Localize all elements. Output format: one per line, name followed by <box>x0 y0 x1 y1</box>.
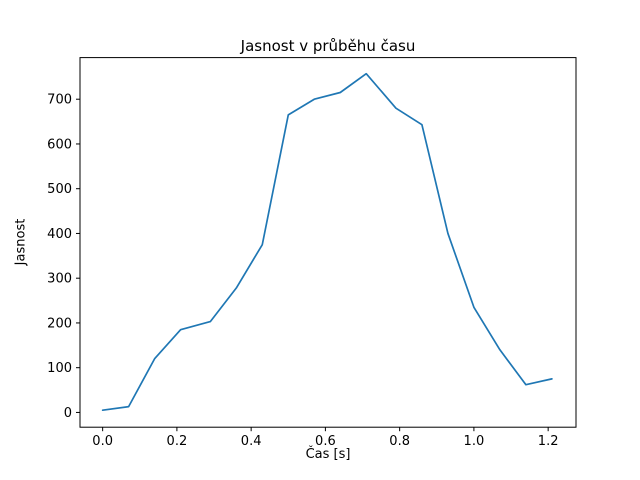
x-tick-label: 0.8 <box>389 434 410 449</box>
y-axis-label: Jasnost <box>13 218 29 266</box>
y-tick-label: 200 <box>47 316 72 331</box>
x-tick-label: 1.2 <box>538 434 559 449</box>
axes-box <box>79 57 577 428</box>
x-tick-label: 0.4 <box>241 434 262 449</box>
y-tick-label: 400 <box>47 227 72 242</box>
x-tick-label: 0.0 <box>92 434 113 449</box>
chart-title: Jasnost v průběhu času <box>240 37 416 55</box>
x-axis-ticks: 0.0 0.2 0.4 0.6 0.8 1.0 1.2 <box>92 427 558 449</box>
y-tick-label: 100 <box>47 361 72 376</box>
y-axis-ticks: 0 100 200 300 400 500 600 700 <box>47 93 80 421</box>
x-axis-label: Čas [s] <box>305 447 351 462</box>
x-tick-label: 0.2 <box>167 434 188 449</box>
y-tick-label: 600 <box>47 137 72 152</box>
y-tick-label: 0 <box>64 406 72 421</box>
y-tick-label: 700 <box>47 93 72 108</box>
x-tick-label: 1.0 <box>464 434 485 449</box>
y-tick-label: 300 <box>47 272 72 287</box>
x-tick-label: 0.6 <box>315 434 336 449</box>
brightness-line <box>101 72 553 412</box>
y-tick-label: 500 <box>47 182 72 197</box>
